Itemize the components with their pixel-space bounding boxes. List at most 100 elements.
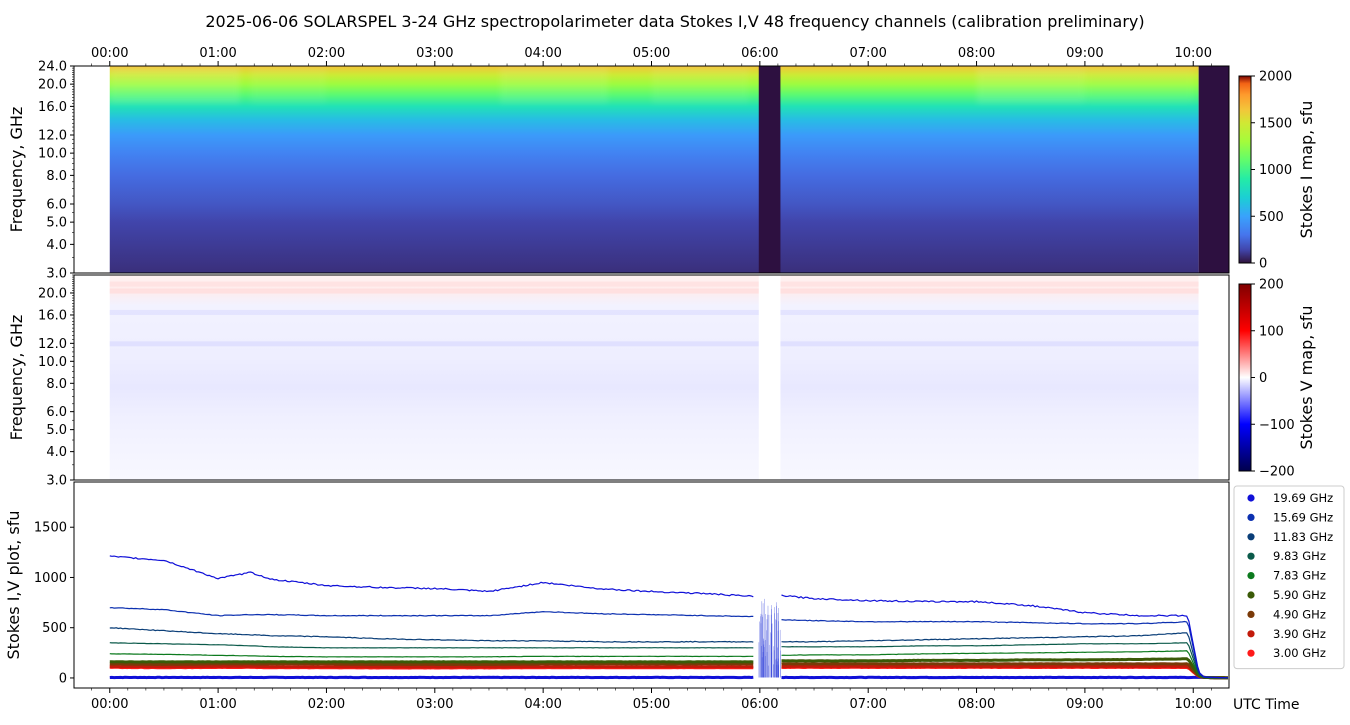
stokes-v-gap-1 (1198, 275, 1229, 480)
legend: 19.69 GHz 15.69 GHz 11.83 GHz 9.83 GHz 7.83 … (1233, 485, 1345, 670)
legend-label: 3.00 GHz (1273, 646, 1326, 660)
time-tick-label: 08:00 (958, 697, 995, 712)
legend-marker (1247, 630, 1255, 638)
time-tick-label: 06:00 (741, 46, 778, 61)
ytick-label: 8.0 (46, 169, 67, 184)
legend-label: 3.90 GHz (1273, 627, 1326, 641)
time-tick-label: 10:00 (1175, 697, 1212, 712)
colorbar-tick-label: 200 (1259, 278, 1284, 293)
intensity-variation-band (651, 66, 750, 104)
stokes-i-ylabel: Frequency, GHz (7, 107, 26, 233)
ytick-label: 3.0 (46, 267, 67, 282)
colorbar-tick-label: 100 (1259, 324, 1284, 339)
legend-label: 11.83 GHz (1273, 530, 1333, 544)
time-tick-label: 09:00 (1066, 46, 1103, 61)
ytick-label: 12.0 (38, 337, 67, 352)
ytick-label: 4.0 (46, 445, 67, 460)
stokes-v-colorbar: 200 100 0 −100 −200 Stokes V map, sfu (1238, 278, 1316, 480)
ytick-label: 10.0 (38, 147, 67, 162)
stokes-i-yticks: 24.0 20.0 16.0 12.0 10.0 8.0 6.0 5.0 4.0 3.0 (38, 60, 74, 282)
colorbar-tick-label: 1500 (1259, 116, 1292, 131)
ytick-label: 16.0 (38, 308, 67, 323)
time-tick-label: 10:00 (1175, 46, 1212, 61)
colorbar-tick-label: 0 (1259, 371, 1267, 386)
stokes-i-colorbar-ticks: 2000 1500 1000 500 0 (1251, 70, 1292, 272)
legend-label: 4.90 GHz (1273, 607, 1326, 621)
legend-marker (1247, 572, 1255, 580)
colorbar-tick-label: 2000 (1259, 70, 1292, 85)
time-tick-label: 06:00 (741, 697, 778, 712)
chart-title: 2025-06-06 SOLARSPEL 3-24 GHz spectropol… (205, 12, 1144, 31)
stokes-v-map-panel: 20.0 16.0 12.0 10.0 8.0 6.0 5.0 4.0 3.0 Frequenc… (7, 274, 1230, 489)
time-tick-label: 01:00 (199, 697, 236, 712)
ytick-label: 5.0 (46, 216, 67, 231)
ytick-label: 10.0 (38, 355, 67, 370)
time-tick-label: 03:00 (416, 697, 453, 712)
stokes-i-colorbar-gradient (1238, 75, 1252, 264)
legend-box (1233, 485, 1345, 670)
time-tick-label: 09:00 (1066, 697, 1103, 712)
stokes-v-band-1 (109, 309, 1199, 315)
time-tick-label: 02:00 (308, 46, 345, 61)
stokes-v-band-2 (109, 288, 1199, 294)
time-tick-label: 02:00 (308, 697, 345, 712)
ytick-label: 6.0 (46, 198, 67, 213)
series-line (109, 657, 1228, 680)
ytick-label: 16.0 (38, 100, 67, 115)
legend-marker (1247, 649, 1255, 657)
stokes-v-data-gaps (758, 275, 1229, 480)
stokes-v-band-0 (109, 341, 1199, 347)
intensity-variation-band (499, 66, 609, 104)
stokes-iv-yticks: 0 500 1000 1500 (34, 521, 74, 686)
stokes-v-colorbar-label: Stokes V map, sfu (1297, 305, 1316, 449)
ytick-label: 1000 (34, 571, 67, 586)
time-tick-label: 03:00 (416, 46, 453, 61)
stokes-v-yticks: 20.0 16.0 12.0 10.0 8.0 6.0 5.0 4.0 3.0 (38, 274, 74, 489)
stokes-v-band-3 (109, 281, 1199, 287)
intensity-variation-band (976, 66, 1085, 104)
legend-marker (1247, 591, 1255, 599)
legend-label: 19.69 GHz (1273, 491, 1333, 505)
time-tick-label: 00:00 (91, 697, 128, 712)
stokes-i-gap-1 (1198, 66, 1229, 273)
time-tick-label: 00:00 (91, 46, 128, 61)
intensity-variation-band (250, 66, 327, 104)
legend-marker (1247, 513, 1255, 522)
ytick-label: 6.0 (46, 405, 67, 420)
stokes-i-colorbar-label: Stokes I map, sfu (1297, 101, 1316, 239)
legend-label: 7.83 GHz (1273, 569, 1326, 583)
ytick-label: 20.0 (38, 286, 67, 301)
ytick-label: 20.0 (38, 78, 67, 93)
stokes-v-colorbar-gradient (1238, 283, 1252, 472)
legend-label: 5.90 GHz (1273, 588, 1326, 602)
legend-marker (1247, 610, 1255, 619)
colorbar-tick-label: 0 (1259, 257, 1267, 272)
time-tick-label: 07:00 (849, 46, 886, 61)
stokes-iv-gap (758, 598, 781, 678)
stokes-i-colorbar: 2000 1500 1000 500 0 Stokes I map, sfu (1238, 70, 1316, 272)
legend-label: 15.69 GHz (1273, 510, 1333, 524)
stokes-v-heatmap (109, 275, 1199, 480)
series-line (109, 675, 1228, 680)
colorbar-tick-label: −100 (1259, 418, 1295, 433)
legend-marker (1247, 533, 1255, 541)
x-axis-label: UTC Time (1233, 697, 1299, 713)
ytick-label: 8.0 (46, 377, 67, 392)
series-line (109, 627, 1228, 679)
time-tick-label: 04:00 (524, 697, 561, 712)
stokes-i-heatmap-texture (109, 66, 1194, 104)
stokes-i-map-panel: 24.0 20.0 16.0 12.0 10.0 8.0 6.0 5.0 4.0 3.0 Freq… (7, 60, 1230, 282)
series-line (109, 606, 1228, 679)
series-line (109, 662, 1228, 680)
ytick-label: 5.0 (46, 423, 67, 438)
ytick-label: 1500 (34, 521, 67, 536)
series-line (109, 664, 1228, 680)
bottom-time-axis: 00:00 01:00 02:00 03:00 04:00 05:00 06:00 07:00… (91, 688, 1212, 712)
stokes-i-gap-0 (758, 66, 781, 273)
colorbar-tick-label: 1000 (1259, 163, 1292, 178)
top-time-axis: 00:00 01:00 02:00 03:00 04:00 05:00 06:00 07:00… (91, 46, 1212, 66)
stokes-i-data-gaps (758, 66, 1229, 273)
legend-marker (1247, 494, 1255, 502)
time-tick-label: 01:00 (199, 46, 236, 61)
